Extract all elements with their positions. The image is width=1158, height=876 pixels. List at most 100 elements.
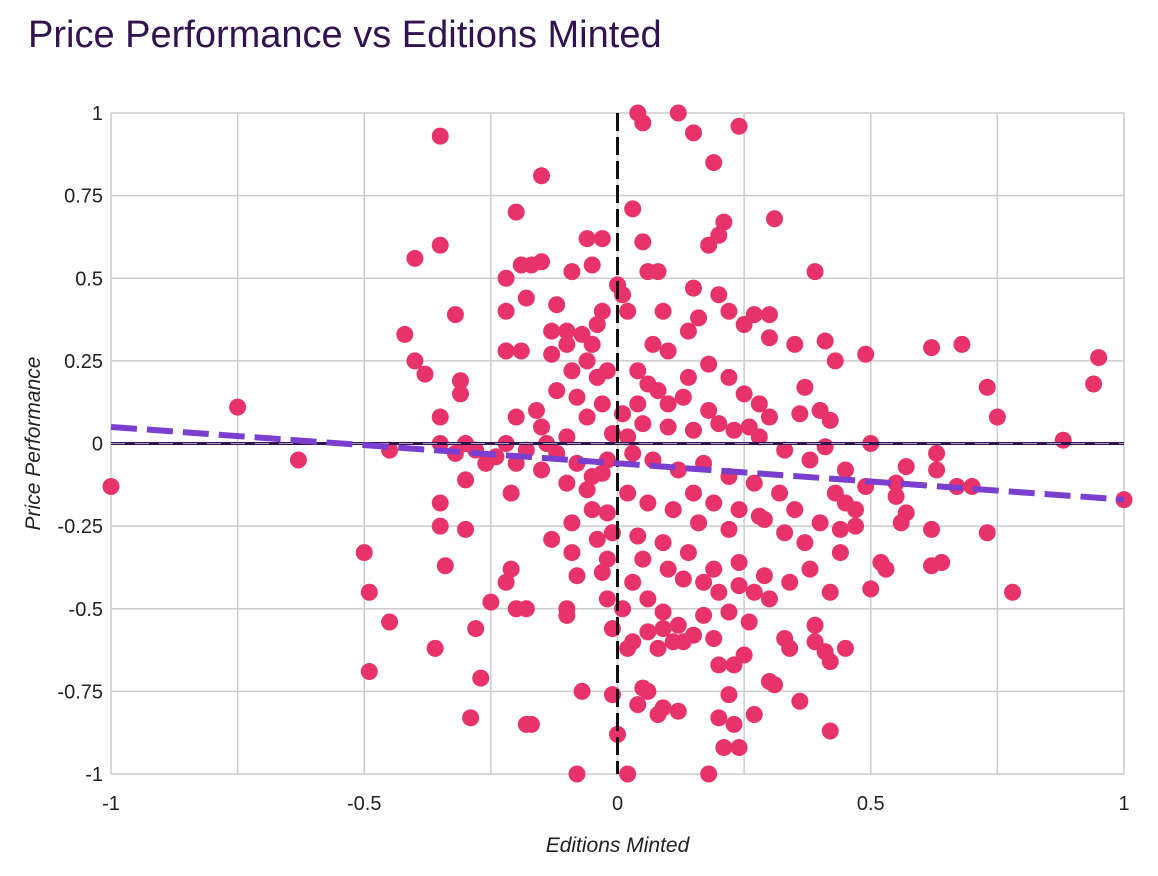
- data-point: [360, 663, 378, 681]
- data-point: [467, 620, 485, 638]
- data-point: [543, 322, 561, 340]
- data-point: [826, 484, 844, 502]
- data-point: [760, 408, 778, 426]
- data-point: [684, 124, 702, 142]
- data-point: [502, 560, 520, 578]
- data-point: [639, 623, 657, 641]
- x-tick-label: 1: [1118, 793, 1129, 815]
- data-point: [639, 494, 657, 512]
- data-point: [978, 378, 996, 396]
- data-point: [578, 230, 596, 248]
- data-point: [730, 739, 748, 757]
- data-point: [679, 544, 697, 562]
- data-point: [431, 517, 449, 535]
- data-point: [705, 560, 723, 578]
- data-point: [659, 418, 677, 436]
- data-point: [517, 289, 535, 307]
- data-point: [710, 709, 728, 727]
- data-point: [497, 573, 515, 591]
- y-tick-label: 0.25: [64, 351, 103, 373]
- data-point: [821, 411, 839, 429]
- data-point: [923, 557, 941, 575]
- data-point: [649, 382, 667, 400]
- data-point: [609, 725, 626, 743]
- data-point: [289, 451, 307, 469]
- data-point: [477, 454, 495, 472]
- data-point: [507, 203, 525, 221]
- data-point: [659, 342, 677, 360]
- data-point: [583, 256, 601, 274]
- data-point: [431, 408, 449, 426]
- data-point: [543, 530, 561, 548]
- data-point: [583, 501, 601, 519]
- data-point: [426, 639, 444, 657]
- data-point: [619, 428, 637, 446]
- data-point: [705, 494, 723, 512]
- data-point: [755, 511, 773, 529]
- data-point: [497, 302, 515, 320]
- data-point: [664, 633, 682, 651]
- data-point: [462, 709, 480, 727]
- data-point: [700, 765, 718, 783]
- data-point: [695, 606, 713, 624]
- data-point: [679, 368, 697, 386]
- data-point: [102, 477, 120, 495]
- data-point: [669, 616, 687, 634]
- data-point: [710, 583, 728, 601]
- data-point: [831, 520, 849, 538]
- data-point: [684, 484, 702, 502]
- data-point: [760, 590, 778, 608]
- data-point: [760, 306, 778, 324]
- data-point: [700, 355, 718, 373]
- data-point: [624, 200, 642, 218]
- data-point: [568, 567, 586, 585]
- data-point: [497, 342, 515, 360]
- data-point: [923, 520, 941, 538]
- data-point: [533, 461, 551, 479]
- data-point: [533, 418, 551, 436]
- data-point: [1004, 583, 1022, 601]
- data-point: [816, 332, 834, 350]
- data-point: [766, 210, 784, 228]
- data-point: [629, 362, 647, 380]
- data-point: [877, 560, 895, 578]
- data-point: [684, 421, 702, 439]
- data-point: [745, 583, 763, 601]
- y-tick-label: -1: [85, 764, 103, 786]
- data-point: [735, 385, 753, 403]
- data-point: [406, 352, 424, 370]
- data-point: [776, 441, 794, 459]
- data-point: [710, 656, 728, 674]
- data-point: [887, 487, 905, 505]
- data-point: [416, 365, 434, 383]
- data-point: [659, 560, 677, 578]
- data-point: [229, 398, 247, 416]
- data-point: [527, 401, 545, 419]
- data-point: [725, 715, 743, 733]
- data-point: [451, 385, 469, 403]
- data-point: [568, 765, 586, 783]
- data-point: [457, 520, 475, 538]
- data-point: [558, 428, 576, 446]
- data-point: [563, 514, 581, 532]
- data-point: [563, 263, 581, 281]
- data-point: [629, 696, 647, 714]
- data-point: [745, 474, 763, 492]
- data-point: [578, 352, 596, 370]
- data-point: [892, 514, 910, 532]
- data-point: [710, 286, 728, 304]
- data-point: [548, 296, 566, 314]
- data-point: [730, 553, 748, 571]
- y-axis-title: Price Performance: [22, 357, 45, 531]
- data-point: [588, 316, 606, 334]
- data-point: [598, 504, 616, 522]
- data-point: [776, 629, 794, 647]
- data-point: [629, 395, 647, 413]
- data-point: [431, 236, 449, 254]
- data-point: [431, 127, 449, 145]
- data-point: [558, 322, 576, 340]
- y-tick-label: -0.5: [69, 599, 103, 621]
- x-tick-label: -1: [102, 793, 120, 815]
- data-point: [720, 520, 738, 538]
- y-tick-label: -0.75: [57, 681, 103, 703]
